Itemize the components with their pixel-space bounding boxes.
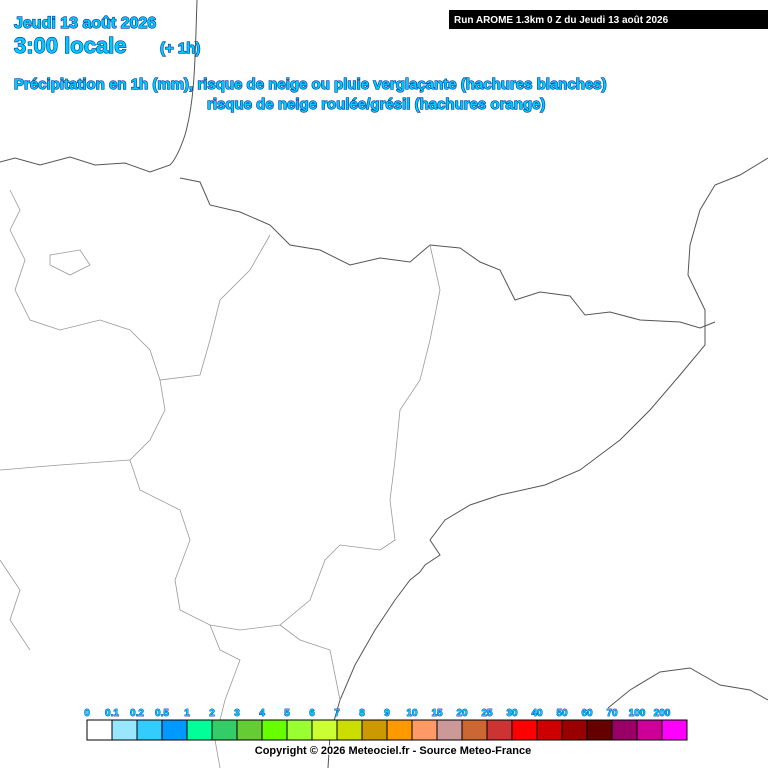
color-swatch [136, 719, 163, 741]
legend-label: 0.2 [130, 708, 144, 719]
color-swatch [436, 719, 463, 741]
color-swatch [111, 719, 138, 741]
legend-label: 25 [481, 708, 493, 719]
legend-label: 0.1 [105, 708, 119, 719]
color-swatch [186, 719, 213, 741]
legend-label: 1 [184, 708, 190, 719]
legend-label: 20 [456, 708, 468, 719]
color-swatch [636, 719, 663, 741]
color-swatch [236, 719, 263, 741]
color-swatch [361, 719, 388, 741]
legend-label: 5 [284, 708, 290, 719]
color-swatch [261, 719, 288, 741]
legend-label: 6 [309, 708, 315, 719]
legend-label: 60 [581, 708, 593, 719]
color-swatch [386, 719, 413, 741]
legend-label: 2 [209, 708, 215, 719]
color-swatch [211, 719, 238, 741]
legend-label: 40 [531, 708, 543, 719]
run-box [449, 10, 768, 29]
legend-label: 0 [84, 708, 90, 719]
color-swatch [511, 719, 538, 741]
color-swatch [611, 719, 638, 741]
date: Jeudi 13 août 2026 [14, 15, 156, 32]
copyright: Copyright © 2026 Meteociel.fr - Source M… [255, 745, 531, 757]
color-swatch [286, 719, 313, 741]
legend-label: 100 [629, 708, 646, 719]
color-swatch [461, 719, 488, 741]
color-swatch [411, 719, 438, 741]
legend: 0 0.1 0.2 0.5 1 2 3 4 5 6 7 8 9 10 15 20 25 30 40 50 60 70 100… [84, 708, 688, 741]
legend-label: 0.5 [155, 708, 169, 719]
legend-label: 3 [234, 708, 240, 719]
legend-label: 4 [259, 708, 265, 719]
legend-label: 7 [334, 708, 340, 719]
legend-label: 200 [654, 708, 671, 719]
legend-label: 30 [506, 708, 518, 719]
description: risque de neige roulée/grésil (hachures … [207, 96, 545, 113]
legend-label: 10 [406, 708, 418, 719]
color-swatch [336, 719, 363, 741]
color-swatch [86, 719, 113, 741]
color-swatch [486, 719, 513, 741]
description: Précipitation en 1h (mm), risque de neig… [14, 76, 607, 93]
legend-label: 50 [556, 708, 568, 719]
legend-label: 9 [384, 708, 390, 719]
legend-label: 8 [359, 708, 365, 719]
color-swatch [586, 719, 613, 741]
offset: (+ 1h) [160, 40, 200, 57]
color-swatch [536, 719, 563, 741]
run-info: Run AROME 1.3km 0 Z du Jeudi 13 août 202… [454, 15, 669, 26]
legend-label: 15 [431, 708, 443, 719]
color-swatch [661, 719, 688, 741]
color-swatch [161, 719, 188, 741]
regions [0, 189, 441, 768]
legend-label: 70 [606, 708, 618, 719]
color-swatch [311, 719, 338, 741]
time: 3:00 locale [14, 33, 127, 58]
color-swatch [561, 719, 588, 741]
